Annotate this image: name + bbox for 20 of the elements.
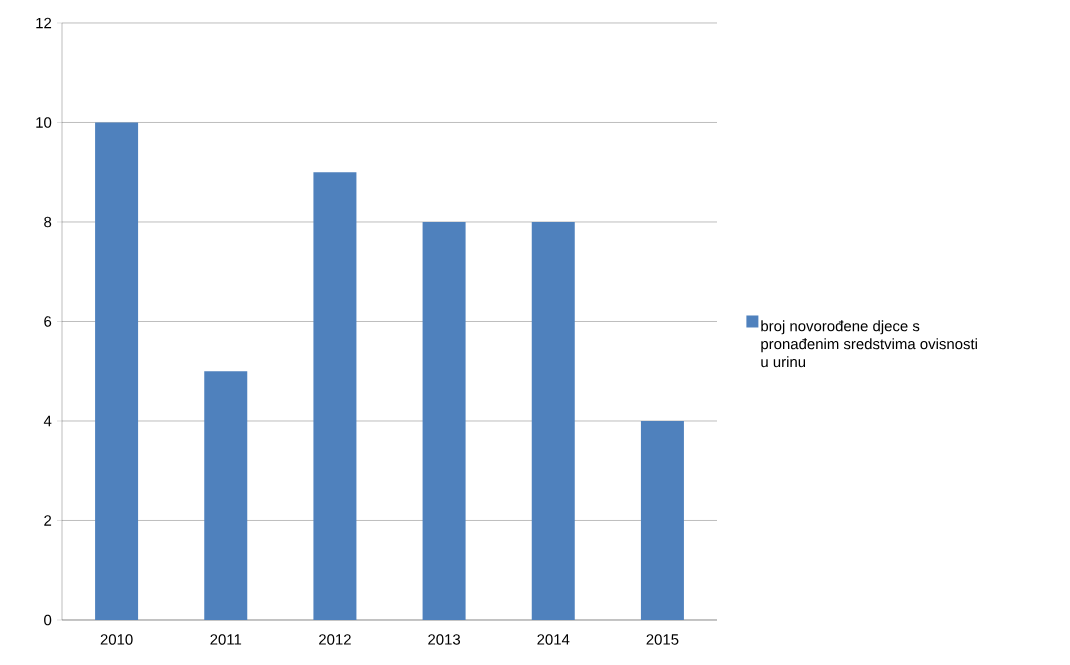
bar [531,221,575,620]
legend-label: broj novorođene djece s pronađenim sredstvima ovisnosti u urinu [761,320,977,368]
y-tick-label: 12 [36,17,52,29]
bar [422,221,466,620]
y-tick-label: 0 [44,614,52,626]
bar [313,172,357,620]
x-tick-label: 2010 [100,634,133,645]
y-tick-label: 4 [43,415,52,427]
x-tick-label: 2013 [428,634,461,645]
y-tick-label: 2 [44,515,52,526]
bar [95,122,139,620]
bar [640,420,684,620]
y-tick-label: 8 [44,216,52,228]
x-tick-label: 2015 [646,634,679,645]
x-tick-label: 2011 [210,634,242,645]
x-tick-label: 2012 [319,634,351,645]
y-tick-label: 6 [44,316,52,327]
y-tick-label: 10 [36,117,52,128]
x-tick-label: 2014 [537,634,570,645]
bar [204,371,248,620]
